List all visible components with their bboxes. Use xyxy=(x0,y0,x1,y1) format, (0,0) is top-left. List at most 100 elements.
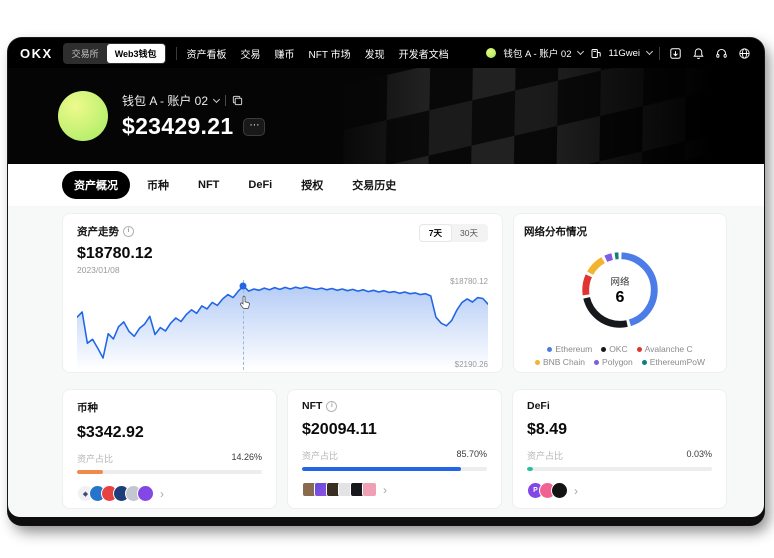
crosshair-dot xyxy=(239,282,247,290)
tab-3[interactable]: DeFi xyxy=(248,179,273,191)
nav-menu: 资产看板 交易 赚币 NFT 市场 发现 开发者文档 xyxy=(187,46,449,61)
legend-label: EthereumPoW xyxy=(649,357,706,367)
nft-thumb-5 xyxy=(362,482,377,497)
asset-trend-chart[interactable]: $18780.12 $2190.26 xyxy=(77,277,488,370)
tab-4[interactable]: 授权 xyxy=(301,180,324,192)
chevron-right-icon[interactable]: › xyxy=(383,482,387,497)
chevron-down-icon[interactable] xyxy=(212,95,221,103)
mini-card-title: 币种 xyxy=(77,400,262,415)
donut-svg xyxy=(582,252,658,328)
asset-trend-card: 资产走势 7天 30天 $18780.12 2023/01/08 xyxy=(62,213,503,373)
wallet-name[interactable]: 钱包 A - 账户 02 xyxy=(122,94,209,108)
info-icon xyxy=(123,226,134,237)
nav-menu-item-1[interactable]: 交易 xyxy=(240,49,261,61)
gas-pump-icon xyxy=(590,45,601,61)
asset-tabstrip: 资产概况 币种 NFT DeFi 授权 交易历史 xyxy=(8,164,764,206)
toggle-option-0[interactable]: 交易所 xyxy=(71,48,99,59)
network-card-title: 网络分布情况 xyxy=(524,226,587,238)
chart-min-label: $2190.26 xyxy=(454,360,488,369)
trend-value: $18780.12 xyxy=(77,245,153,262)
progress-fill xyxy=(77,470,104,474)
wallet-avatar-dot xyxy=(486,48,497,58)
legend-label: OKC xyxy=(609,344,628,354)
dashboard-content: 资产走势 7天 30天 $18780.12 2023/01/08 xyxy=(8,206,764,517)
toggle-option-1[interactable]: Web3钱包 xyxy=(106,43,165,63)
download-icon[interactable] xyxy=(667,45,683,61)
mini-card-value: $20094.11 xyxy=(302,421,377,438)
legend-item-5: EthereumPoW xyxy=(641,357,706,367)
ratio-row: 资产占比 0.03% xyxy=(527,449,712,462)
range-button-0[interactable]: 7天 xyxy=(419,225,452,241)
defi-summary-card: DeFi $8.49 资产占比 0.03% P › xyxy=(512,389,727,509)
progress-bar xyxy=(527,467,712,471)
legend-item-4: Polygon xyxy=(594,357,633,367)
mini-title-text: NFT xyxy=(302,400,323,412)
mini-title-text: 币种 xyxy=(77,402,98,414)
progress-bar xyxy=(302,467,487,471)
progress-fill xyxy=(302,467,461,471)
network-legend: Ethereum OKC Avalanche C BNB Chain Polygon Et… xyxy=(524,344,716,367)
tab-5[interactable]: 交易历史 xyxy=(352,180,397,192)
exchange-web3-toggle[interactable]: 交易所 Web3钱包 xyxy=(62,42,166,64)
tab-2[interactable]: NFT xyxy=(198,179,220,191)
network-donut-chart[interactable]: 网络 6 xyxy=(572,242,668,338)
legend-dot-OKC xyxy=(601,346,607,352)
mini-title-text: DeFi xyxy=(527,400,550,412)
ratio-row: 资产占比 14.26% xyxy=(77,452,262,465)
divider xyxy=(225,95,227,106)
nav-menu-item-5[interactable]: 开发者文档 xyxy=(398,49,449,61)
info-icon xyxy=(326,400,338,412)
nav-divider xyxy=(175,46,177,60)
gas-price-dropdown[interactable]: 11Gwei xyxy=(608,47,640,59)
tab-0[interactable]: 资产概况 xyxy=(62,171,130,199)
headset-icon[interactable] xyxy=(713,45,729,61)
nav-menu-item-3[interactable]: NFT 市场 xyxy=(308,49,351,61)
top-navbar: OKX 交易所 Web3钱包 资产看板 交易 赚币 NFT 市场 发现 开发者文档 钱包 A… xyxy=(8,38,764,68)
nav-menu-item-0[interactable]: 资产看板 xyxy=(186,49,227,61)
crosshair-line xyxy=(243,280,245,370)
nav-menu-item-4[interactable]: 发现 xyxy=(364,49,385,61)
ratio-percent: 85.70% xyxy=(456,449,487,459)
globe-icon[interactable] xyxy=(736,45,752,61)
wallet-hero: 钱包 A - 账户 02 $23429.21 ⋯ xyxy=(8,68,764,164)
more-actions-button[interactable]: ⋯ xyxy=(243,117,266,136)
mini-card-title: DeFi xyxy=(527,400,712,412)
chevron-right-icon[interactable]: › xyxy=(160,486,164,501)
trend-date: 2023/01/08 xyxy=(77,265,120,275)
asset-icons-row[interactable]: P › xyxy=(527,482,712,499)
coin-summary-card: 币种 $3342.92 资产占比 14.26% ◆ › xyxy=(62,389,277,509)
mini-card-title: NFT xyxy=(302,400,487,412)
total-balance: $23429.21 xyxy=(122,113,234,139)
ratio-label: 资产占比 xyxy=(77,454,114,464)
network-distribution-card: 网络分布情况 网络 6 Ethereum OKC Avalanche C BNB Ch… xyxy=(513,213,727,373)
nav-right-cluster: 钱包 A - 账户 02 11Gwei xyxy=(486,45,752,61)
legend-item-1: OKC xyxy=(601,344,628,354)
nav-menu-item-2[interactable]: 赚币 xyxy=(274,49,295,61)
copy-address-icon[interactable] xyxy=(232,95,243,106)
tab-1[interactable]: 币种 xyxy=(147,180,169,192)
legend-item-2: Avalanche C xyxy=(636,344,693,354)
legend-item-0: Ethereum xyxy=(547,344,592,354)
range-button-1[interactable]: 30天 xyxy=(460,228,478,238)
ratio-label: 资产占比 xyxy=(527,451,564,461)
okx-logo: OKX xyxy=(20,45,53,61)
ratio-label: 资产占比 xyxy=(302,451,339,461)
legend-dot-Polygon xyxy=(594,359,600,365)
chevron-right-icon[interactable]: › xyxy=(574,483,578,498)
token-icon-5 xyxy=(137,485,154,502)
legend-dot-BNB Chain xyxy=(534,359,540,365)
account-dropdown[interactable]: 钱包 A - 账户 02 xyxy=(503,49,572,60)
chevron-down-icon xyxy=(577,47,585,56)
asset-icons-row[interactable]: › xyxy=(302,482,487,497)
ratio-percent: 14.26% xyxy=(231,452,262,462)
legend-label: Ethereum xyxy=(555,344,593,354)
hand-cursor-icon xyxy=(240,295,251,309)
bell-icon[interactable] xyxy=(690,45,706,61)
range-toggle: 7天 30天 xyxy=(418,224,488,242)
ratio-row: 资产占比 85.70% xyxy=(302,449,487,462)
nft-summary-card: NFT $20094.11 资产占比 85.70% › xyxy=(287,389,502,509)
legend-label: Avalanche C xyxy=(644,344,693,354)
asset-icons-row[interactable]: ◆ › xyxy=(77,485,262,502)
mini-card-value: $8.49 xyxy=(527,421,568,438)
protocol-icon-2 xyxy=(551,482,568,499)
